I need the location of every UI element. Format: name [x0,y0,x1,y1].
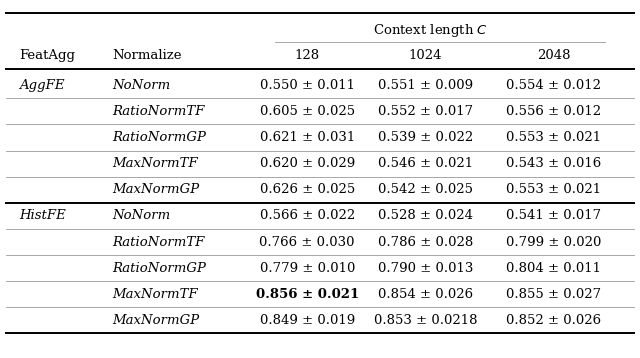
Text: 0.550 ± 0.011: 0.550 ± 0.011 [260,79,355,92]
Text: Context length $C$: Context length $C$ [373,22,488,39]
Text: RatioNormTF: RatioNormTF [112,236,205,248]
Text: 0.620 ± 0.029: 0.620 ± 0.029 [260,157,355,170]
Text: 0.553 ± 0.021: 0.553 ± 0.021 [506,131,601,144]
Text: AggFE: AggFE [19,79,65,92]
Text: RatioNormGP: RatioNormGP [112,262,206,275]
Text: 128: 128 [294,49,320,62]
Text: 0.779 ± 0.010: 0.779 ± 0.010 [259,262,355,275]
Text: 2048: 2048 [537,49,570,62]
Text: FeatAgg: FeatAgg [19,49,76,62]
Text: 0.804 ± 0.011: 0.804 ± 0.011 [506,262,601,275]
Text: 0.556 ± 0.012: 0.556 ± 0.012 [506,105,601,118]
Text: 0.799 ± 0.020: 0.799 ± 0.020 [506,236,602,248]
Text: 0.553 ± 0.021: 0.553 ± 0.021 [506,183,601,196]
Text: 0.626 ± 0.025: 0.626 ± 0.025 [260,183,355,196]
Text: 0.542 ± 0.025: 0.542 ± 0.025 [378,183,473,196]
Text: 1024: 1024 [409,49,442,62]
Text: 0.528 ± 0.024: 0.528 ± 0.024 [378,209,473,222]
Text: 0.855 ± 0.027: 0.855 ± 0.027 [506,288,601,301]
Text: Normalize: Normalize [112,49,182,62]
Text: HistFE: HistFE [19,209,66,222]
Text: 0.621 ± 0.031: 0.621 ± 0.031 [260,131,355,144]
Text: 0.551 ± 0.009: 0.551 ± 0.009 [378,79,473,92]
Text: 0.552 ± 0.017: 0.552 ± 0.017 [378,105,473,118]
Text: 0.786 ± 0.028: 0.786 ± 0.028 [378,236,473,248]
Text: MaxNormTF: MaxNormTF [112,288,198,301]
Text: 0.546 ± 0.021: 0.546 ± 0.021 [378,157,473,170]
Text: 0.853 ± 0.0218: 0.853 ± 0.0218 [374,314,477,327]
Text: NoNorm: NoNorm [112,209,170,222]
Text: 0.605 ± 0.025: 0.605 ± 0.025 [260,105,355,118]
Text: 0.852 ± 0.026: 0.852 ± 0.026 [506,314,601,327]
Text: 0.554 ± 0.012: 0.554 ± 0.012 [506,79,601,92]
Text: 0.566 ± 0.022: 0.566 ± 0.022 [260,209,355,222]
Text: MaxNormGP: MaxNormGP [112,314,199,327]
Text: RatioNormTF: RatioNormTF [112,105,205,118]
Text: 0.541 ± 0.017: 0.541 ± 0.017 [506,209,601,222]
Text: 0.849 ± 0.019: 0.849 ± 0.019 [260,314,355,327]
Text: 0.790 ± 0.013: 0.790 ± 0.013 [378,262,474,275]
Text: RatioNormGP: RatioNormGP [112,131,206,144]
Text: NoNorm: NoNorm [112,79,170,92]
Text: 0.539 ± 0.022: 0.539 ± 0.022 [378,131,473,144]
Text: 0.766 ± 0.030: 0.766 ± 0.030 [259,236,355,248]
Text: 0.854 ± 0.026: 0.854 ± 0.026 [378,288,473,301]
Text: MaxNormTF: MaxNormTF [112,157,198,170]
Text: MaxNormGP: MaxNormGP [112,183,199,196]
Text: 0.543 ± 0.016: 0.543 ± 0.016 [506,157,601,170]
Text: 0.856 ± 0.021: 0.856 ± 0.021 [255,288,359,301]
